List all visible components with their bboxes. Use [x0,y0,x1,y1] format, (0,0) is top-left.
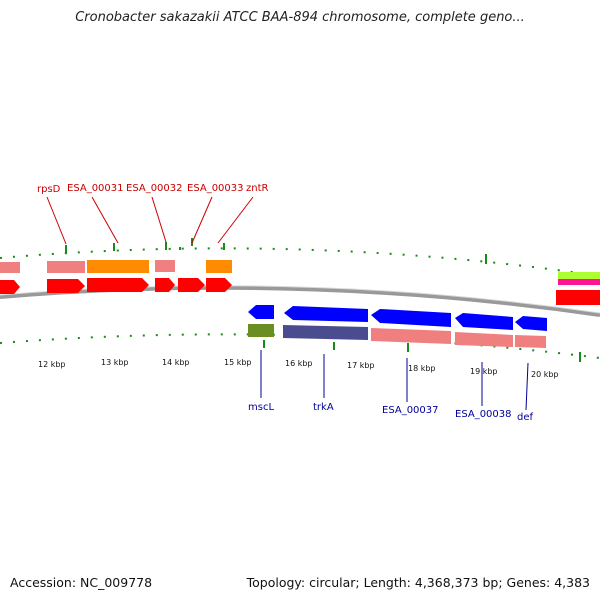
gene-ESA_00038-pink [455,332,513,347]
tick-label-20kbp: 20 kbp [531,370,559,379]
forward-cds-row [0,278,600,305]
tick-label-16kbp: 16 kbp [285,359,313,368]
forward-labels: rpsD ESA_00031 ESA_00032 ESA_00033 zntR [37,183,269,195]
backbone-line [0,285,600,317]
gene-ESA_00031-orange [87,260,149,273]
gene-label-ESA_00031[interactable]: ESA_00031 [67,183,124,194]
gene-magenta-right [558,279,600,285]
gene-zntR-orange [206,260,232,273]
tick-label-13kbp: 13 kbp [101,358,129,367]
cds-def [515,316,547,331]
map-title: Cronobacter sakazakii ATCC BAA-894 chrom… [75,10,525,25]
gene-label-ESA_00032[interactable]: ESA_00032 [126,183,183,194]
reverse-genes-row [248,324,546,348]
topology-label: Topology: circular; Length: 4,368,373 bp… [246,575,590,590]
gene-rpsD-pink [47,261,85,273]
gene-lime-right [558,272,600,279]
forward-label-leaders [46,196,254,245]
gene-trkA-purple [283,325,368,340]
backbone-highlight [0,285,600,314]
gene-label-mscL[interactable]: mscL [248,402,274,413]
cds-red-right-edge [556,290,600,305]
cds-ESA_00032 [155,278,175,292]
gene-label-trkA[interactable]: trkA [313,402,334,413]
tick-label-18kbp: 18 kbp [408,364,436,373]
gene-pink-left-edge [0,262,20,273]
cds-ESA_00033 [178,278,205,292]
tick-label-14kbp: 14 kbp [162,358,190,367]
cds-rpsD [47,279,85,293]
accession-label: Accession: NC_009778 [10,575,153,590]
cds-ESA_00037 [371,309,451,327]
gene-label-ESA_00038[interactable]: ESA_00038 [455,409,512,420]
gene-ESA_00032-pink [155,260,175,272]
cds-zntR [206,278,232,292]
gene-label-zntR[interactable]: zntR [246,183,269,194]
gene-label-ESA_00037[interactable]: ESA_00037 [382,405,439,416]
cds-trkA [284,306,368,322]
cds-red-left-edge [0,280,20,294]
gene-label-def[interactable]: def [517,412,534,423]
gene-def-pink [515,335,546,348]
gene-mscL-olive [248,324,274,337]
reverse-label-leaders [260,350,529,411]
tick-label-12kbp: 12 kbp [38,360,66,369]
forward-genes-row1 [0,260,600,285]
tick-labels: 12 kbp 13 kbp 14 kbp 15 kbp 16 kbp 17 kb… [38,358,559,379]
cds-ESA_00038 [455,313,513,330]
gene-label-ESA_00033[interactable]: ESA_00033 [187,183,244,194]
reverse-labels: mscL trkA ESA_00037 ESA_00038 def [248,402,534,423]
gene-label-rpsD[interactable]: rpsD [37,184,61,195]
tick-label-15kbp: 15 kbp [224,358,252,367]
inner-major-ticks [263,340,581,362]
reverse-cds-row [248,305,547,331]
gene-ESA_00037-pink [371,328,451,344]
cds-ESA_00031 [87,278,149,292]
cds-mscL [248,305,274,319]
tick-label-19kbp: 19 kbp [470,367,498,376]
outer-tick-ring [0,247,600,277]
tick-label-17kbp: 17 kbp [347,361,375,370]
